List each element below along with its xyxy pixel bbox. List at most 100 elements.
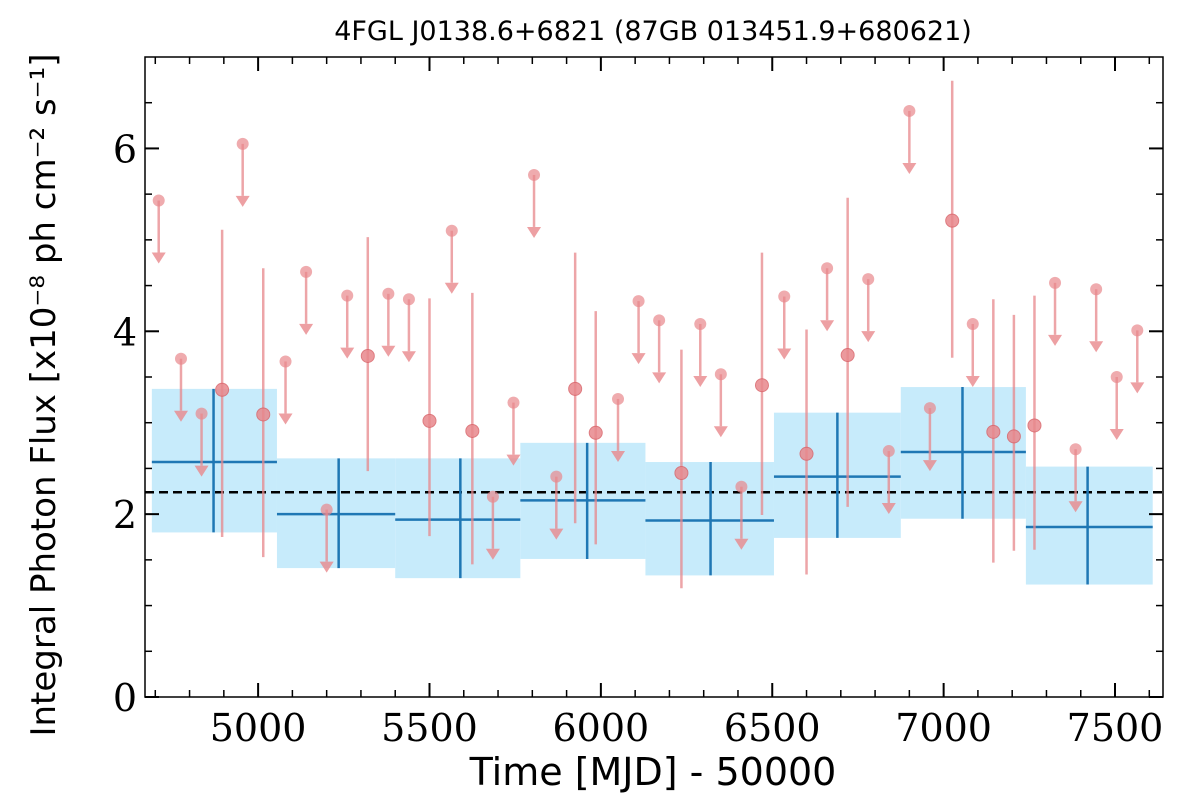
y-tick-label: 0 [113, 676, 137, 720]
y-tick-label: 6 [113, 127, 137, 171]
upper-limit-arrow [549, 528, 564, 540]
detection-point [568, 381, 583, 396]
x-tick-label: 6500 [724, 706, 821, 750]
detection-point [945, 213, 960, 228]
plot-frame [144, 56, 1164, 698]
upper-limit-arrow [611, 450, 626, 462]
upper-limit-arrow [713, 426, 728, 438]
upper-limit-arrow [922, 460, 937, 472]
upper-limit-point [320, 503, 333, 516]
upper-limit-arrow [485, 548, 500, 560]
upper-limit-point [714, 368, 727, 381]
upper-limit-arrow [401, 351, 416, 363]
upper-limit-point [778, 290, 791, 303]
upper-limit-point [528, 168, 541, 181]
upper-limit-arrow [902, 162, 917, 174]
upper-limit-point [694, 317, 707, 330]
detection-point [674, 466, 689, 480]
upper-limit-arrow [340, 347, 355, 359]
upper-limit-arrow [881, 503, 896, 515]
detection-point [422, 413, 437, 428]
upper-limit-arrow [693, 375, 708, 387]
bin-band [395, 458, 521, 579]
upper-limit-point [882, 445, 895, 458]
y-tick-label: 4 [113, 310, 137, 354]
upper-limit-point [402, 293, 415, 306]
upper-limit-point [1110, 371, 1123, 383]
upper-limit-point [152, 194, 165, 207]
upper-limit-arrow [1048, 334, 1063, 346]
upper-limit-arrow [861, 331, 876, 343]
detection-point [465, 423, 480, 438]
upper-limit-point [735, 480, 748, 493]
upper-limit-point [903, 104, 916, 117]
x-tick-label: 5500 [381, 706, 478, 750]
y-tick-label: 2 [113, 493, 137, 537]
plot-area [145, 80, 1163, 589]
detection-point [799, 446, 814, 461]
detection-point [256, 407, 271, 422]
upper-limit-arrow [1089, 341, 1104, 353]
upper-limit-point [550, 470, 563, 483]
chart-title: 4FGL J0138.6+6821 (87GB 013451.9+680621) [334, 16, 972, 47]
detection-point [588, 425, 603, 440]
upper-limit-point [195, 407, 208, 420]
upper-limit-arrow [194, 465, 209, 477]
upper-limit-arrow [652, 372, 667, 384]
upper-limit-point [382, 287, 395, 300]
upper-limit-arrow [506, 454, 521, 466]
upper-limit-arrow [631, 353, 646, 365]
detection-point [986, 424, 1001, 439]
upper-limit-point [632, 295, 645, 308]
upper-limit-arrow [173, 410, 188, 422]
upper-limit-point [923, 402, 936, 415]
detection-point [840, 348, 855, 363]
upper-limit-point [507, 396, 520, 409]
upper-limit-arrow [235, 195, 250, 207]
upper-limit-arrow [965, 375, 980, 387]
upper-limit-point [653, 314, 666, 327]
upper-limit-point [279, 355, 292, 368]
x-axis-label: Time [MJD] - 50000 [469, 750, 837, 794]
upper-limit-point [1090, 283, 1103, 296]
upper-limit-arrow [777, 348, 792, 360]
upper-limit-arrow [278, 413, 293, 425]
upper-limit-point [1069, 443, 1082, 456]
detection-point [360, 348, 375, 363]
upper-limit-point [300, 265, 313, 278]
x-tick-label: 7500 [1067, 706, 1164, 750]
detection-point [754, 378, 769, 393]
upper-limit-point [966, 317, 979, 330]
upper-limit-arrow [444, 282, 459, 294]
detection-point [215, 382, 230, 397]
upper-limit-arrow [1109, 429, 1124, 440]
upper-limit-arrow [381, 345, 396, 357]
x-tick-label: 5000 [210, 706, 307, 750]
upper-limit-point [236, 137, 249, 150]
x-tick-label: 7000 [895, 706, 992, 750]
upper-limit-arrow [151, 252, 166, 264]
upper-limit-point [612, 392, 625, 405]
detection-point [1027, 418, 1042, 433]
upper-limit-point [821, 262, 834, 275]
upper-limit-point [1049, 276, 1062, 289]
y-axis-label: Integral Photon Flux [x10⁻⁸ ph cm⁻² s⁻¹] [24, 53, 64, 736]
upper-limit-point [1131, 324, 1144, 337]
upper-limit-arrow [1068, 501, 1083, 513]
upper-limit-arrow [319, 561, 334, 573]
upper-limit-arrow [527, 226, 542, 238]
upper-limit-arrow [820, 320, 835, 332]
x-tick-label: 6000 [553, 706, 650, 750]
upper-limit-point [341, 289, 354, 302]
detection-point [1006, 429, 1021, 444]
bin-band [1025, 466, 1153, 585]
upper-limit-point [862, 273, 875, 286]
upper-limit-arrow [734, 538, 749, 550]
upper-limit-point [486, 490, 499, 503]
upper-limit-arrow [299, 323, 314, 335]
upper-limit-point [174, 352, 187, 365]
upper-limit-point [445, 224, 458, 237]
axes: 5000 5500 6000 6500 7000 7500 0 2 4 6 [113, 56, 1164, 750]
upper-limit-arrow [1130, 382, 1145, 394]
